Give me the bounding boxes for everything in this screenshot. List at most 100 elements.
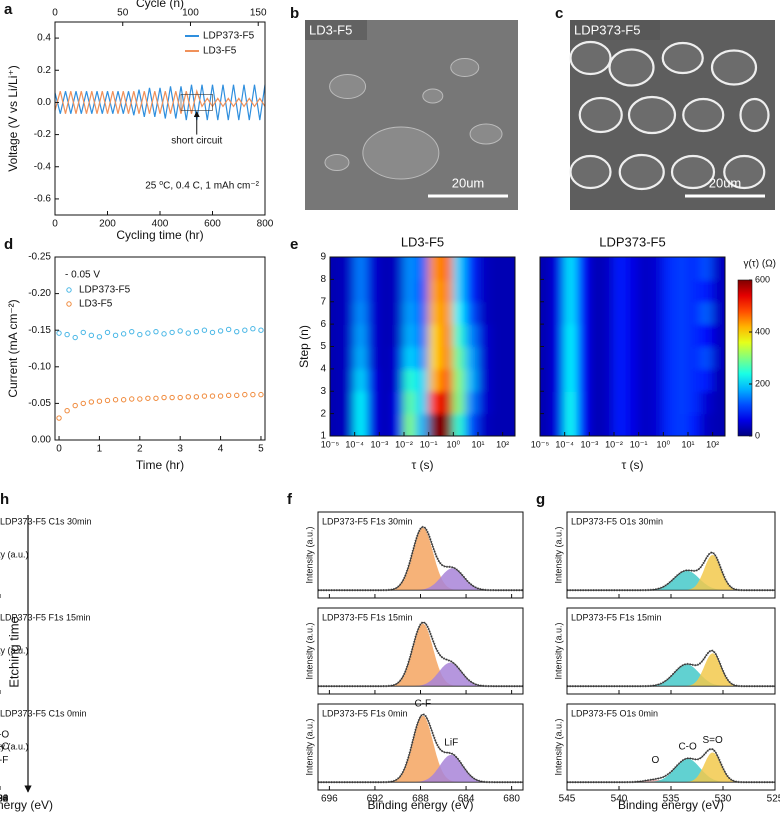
grain bbox=[661, 41, 704, 75]
grain bbox=[362, 126, 440, 180]
x-tick-label: 10⁻³ bbox=[580, 439, 598, 449]
x-tick-label: 10⁻⁵ bbox=[531, 439, 550, 449]
x-tick-label: 1 bbox=[97, 444, 103, 455]
x-tick-label: 530 bbox=[715, 794, 732, 805]
heatmap-cell bbox=[502, 257, 515, 281]
panel-letter: b bbox=[290, 5, 299, 22]
heatmap-cell bbox=[403, 368, 417, 392]
heatmap-cell bbox=[613, 413, 627, 436]
heatmap-cell bbox=[576, 278, 590, 303]
subplot-title: LDP373-F5 O1s 30min bbox=[571, 516, 663, 526]
grain bbox=[670, 154, 716, 190]
data-point bbox=[80, 400, 86, 407]
x-tick-label: 10¹ bbox=[681, 439, 694, 449]
heatmap-cell bbox=[613, 278, 627, 303]
y-tick-label: 6 bbox=[320, 319, 326, 330]
data-point bbox=[225, 392, 232, 399]
heatmap-cell bbox=[540, 368, 553, 392]
x-tick-label: 600 bbox=[204, 219, 221, 230]
y-tick-label: 4 bbox=[320, 364, 326, 375]
data-point bbox=[129, 328, 135, 335]
grain bbox=[422, 88, 444, 104]
heatmap-cell bbox=[564, 413, 578, 436]
heatmap-cell bbox=[699, 323, 714, 347]
x-tick-label: 540 bbox=[611, 794, 628, 805]
x-tick-label: 692 bbox=[367, 794, 384, 805]
grain bbox=[710, 49, 758, 86]
heatmap-cell bbox=[650, 413, 664, 436]
heatmap-cell bbox=[687, 278, 701, 303]
heatmap-cell bbox=[428, 278, 442, 303]
heatmap-cell bbox=[330, 390, 343, 415]
grain bbox=[739, 97, 770, 133]
heatmap-cell bbox=[415, 278, 430, 303]
heatmap-cell bbox=[662, 346, 677, 370]
heatmap-cell bbox=[551, 301, 566, 325]
x-tick-label: 3 bbox=[177, 444, 183, 455]
heatmap-cell bbox=[625, 323, 640, 347]
heatmap-cell bbox=[391, 390, 405, 415]
heatmap-cell bbox=[477, 278, 491, 303]
heatmap-cell bbox=[428, 346, 442, 370]
subplot-title: LDP373-F5 F1s 15min bbox=[0, 612, 91, 622]
grain bbox=[627, 95, 677, 135]
grain bbox=[324, 154, 350, 171]
heatmap-cell bbox=[378, 323, 393, 347]
colorbar-tick-label: 600 bbox=[755, 274, 770, 284]
annotation-box bbox=[180, 94, 213, 111]
data-point bbox=[193, 394, 200, 400]
heatmap-cell bbox=[415, 413, 430, 436]
heatmap-cell bbox=[588, 390, 603, 415]
y-axis-label: Intensity (a.u.) bbox=[553, 526, 563, 583]
x-tick-label: 680 bbox=[503, 794, 520, 805]
heatmap-cell bbox=[564, 390, 578, 415]
heatmap-cell bbox=[366, 278, 380, 303]
heatmap-cell bbox=[354, 390, 368, 415]
label-bg bbox=[305, 20, 367, 40]
heatmap-cell bbox=[564, 278, 578, 303]
heatmap-cell bbox=[601, 323, 615, 347]
heatmap-cell bbox=[391, 301, 405, 325]
x-axis-label: τ (s) bbox=[411, 458, 433, 472]
heatmap-cell bbox=[354, 301, 368, 325]
data-point bbox=[112, 332, 119, 339]
heatmap-cell bbox=[687, 346, 701, 370]
heatmap-cell bbox=[330, 257, 343, 281]
legend-label: LDP373-F5 bbox=[79, 285, 131, 296]
heatmap-title: LD3-F5 bbox=[401, 234, 444, 249]
heatmap-cell bbox=[650, 301, 664, 325]
data-point bbox=[185, 330, 191, 336]
heatmap-cell bbox=[675, 390, 689, 415]
heatmap-cell bbox=[403, 257, 417, 281]
heatmap-cell bbox=[687, 301, 701, 325]
fitted-peak bbox=[567, 570, 775, 591]
data-point bbox=[72, 334, 78, 341]
y-axis-label: Etching time bbox=[6, 616, 21, 688]
heatmap-cell bbox=[465, 278, 479, 303]
heatmap-cell bbox=[452, 257, 467, 281]
heatmap-cell bbox=[403, 301, 417, 325]
heatmap-cell bbox=[662, 257, 677, 281]
grain bbox=[450, 58, 480, 77]
subplot-title: LDP373-F5 C1s 30min bbox=[0, 516, 92, 526]
heatmap-cell bbox=[650, 278, 664, 303]
y-tick-label: 2 bbox=[320, 408, 326, 419]
colorbar-label: γ(τ) (Ω) bbox=[743, 259, 776, 270]
image-label: LDP373-F5 bbox=[574, 22, 640, 37]
data-point bbox=[258, 391, 264, 398]
heatmap-cell bbox=[687, 390, 701, 415]
heatmap-cell bbox=[477, 301, 491, 325]
heatmap-clip bbox=[540, 257, 725, 436]
grain bbox=[723, 154, 766, 190]
legend-swatch bbox=[66, 287, 72, 293]
legend-label: LDP373-F5 bbox=[203, 31, 255, 42]
heatmap-cell bbox=[564, 323, 578, 347]
fitted-peak bbox=[318, 527, 523, 591]
heatmap-cell bbox=[428, 413, 442, 436]
heatmap-cell bbox=[712, 346, 725, 370]
heatmap-cell bbox=[675, 278, 689, 303]
heatmap-cell bbox=[588, 346, 603, 370]
heatmap-cell bbox=[576, 346, 590, 370]
heatmap-cell bbox=[366, 368, 380, 392]
heatmap-cell bbox=[502, 323, 515, 347]
